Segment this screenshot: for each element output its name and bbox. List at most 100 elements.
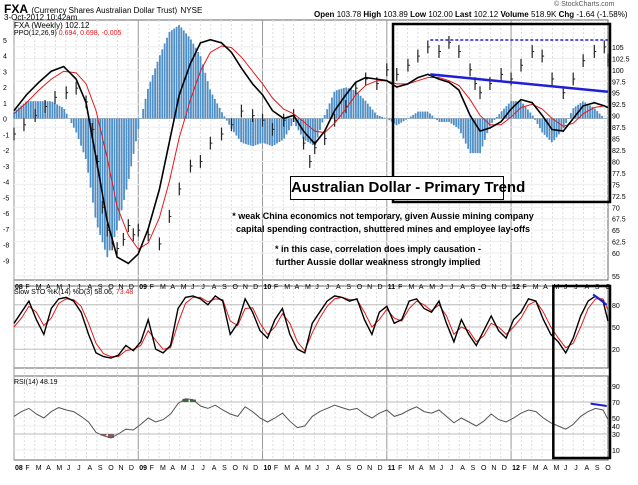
ppo-histogram-bar (28, 101, 30, 118)
x-tick-label-top: J (201, 284, 205, 291)
ppo-histogram-bar (63, 109, 65, 118)
ppo-histogram-bar (83, 119, 85, 153)
ppo-histogram-bar (123, 119, 125, 200)
x-tick-label-bottom: 08 (15, 465, 23, 472)
note1-line1: * weak China economics not temporary, gi… (218, 210, 548, 223)
ppo-histogram-bar (209, 89, 211, 118)
ppo-histogram-bar (501, 111, 503, 118)
ppo-histogram-bar (255, 119, 257, 146)
ppo-histogram-bar (104, 119, 106, 250)
ppo-histogram-bar (439, 119, 441, 122)
ppo-tick-label: -8 (3, 243, 9, 250)
last-label: Last (455, 10, 471, 19)
x-tick-label-bottom: J (77, 465, 81, 472)
ppo-histogram-bar (376, 115, 378, 118)
ppo-histogram-bar (286, 119, 288, 135)
ppo-histogram-bar (336, 90, 338, 118)
ppo-histogram-bar (51, 102, 53, 119)
rsi-tick-label: 40 (612, 424, 620, 431)
x-tick-label-bottom: M (429, 465, 435, 472)
x-tick-label-bottom: J (315, 465, 319, 472)
ppo-histogram-bar (259, 119, 261, 144)
ppo-histogram-bar (422, 112, 424, 119)
ppo-histogram-bar (80, 119, 82, 146)
note2-line2: further Aussie dollar weakness strongly … (228, 256, 528, 269)
x-tick-label-top: M (553, 284, 559, 291)
note2-line1: * in this case, correlation does imply c… (228, 243, 528, 256)
ppo-histogram-bar (307, 119, 309, 143)
ppo-histogram-bar (403, 119, 405, 122)
price-tick-label: 62.5 (612, 240, 626, 247)
price-tick-label: 105 (612, 45, 624, 52)
price-tick-label: 100 (612, 68, 624, 75)
ppo-histogram-bar (467, 119, 469, 149)
x-tick-label-bottom: A (543, 465, 548, 472)
ppo-tick-label: -3 (3, 164, 9, 171)
x-tick-label-bottom: F (150, 465, 154, 472)
ppo-histogram-bar (116, 119, 118, 231)
sto-legend: Slow STO %K(14) %D(3) 58.06, 73.48 (14, 289, 133, 296)
ppo-histogram-bar (39, 101, 41, 118)
rsi-legend: RSI(14) 48.19 (14, 379, 58, 386)
x-tick-label-bottom: F (398, 465, 402, 472)
ppo-histogram-bar (541, 119, 543, 133)
x-tick-label-bottom: M (36, 465, 42, 472)
low-label: Low (410, 10, 426, 19)
ppo-histogram-bar (223, 116, 225, 118)
x-tick-label-bottom: A (212, 465, 217, 472)
x-tick-label-bottom: N (119, 465, 124, 472)
ppo-histogram-bar (372, 110, 374, 119)
ppo-histogram-bar (582, 101, 584, 118)
ppo-histogram-bar (415, 113, 417, 118)
ppo-histogram-bar (529, 113, 531, 119)
x-tick-label-bottom: J (440, 465, 444, 472)
x-tick-label-bottom: O (605, 465, 611, 472)
ppo-histogram-bar (197, 52, 199, 119)
x-tick-label-bottom: S (98, 465, 103, 472)
price-tick-label: 85 (612, 137, 620, 144)
ppo-histogram-bar (37, 101, 39, 118)
x-tick-label-top: A (295, 284, 300, 291)
ppo-histogram-bar (321, 119, 323, 123)
ppo-histogram-bar (360, 96, 362, 119)
ppo-histogram-bar (178, 25, 180, 118)
ppo-histogram-bar (601, 116, 603, 118)
chg-value: -1.64 (-1.58%) (576, 10, 627, 19)
x-tick-label-bottom: D (502, 465, 507, 472)
x-tick-label-top: M (181, 284, 187, 291)
ppo-tick-label: 1 (3, 101, 7, 108)
ppo-histogram-bar (94, 119, 96, 218)
ppo-histogram-bar (451, 119, 453, 124)
ppo-histogram-bar (61, 107, 63, 118)
ppo-histogram-bar (207, 81, 209, 118)
ppo-histogram-bar (56, 104, 58, 118)
x-tick-label-bottom: M (533, 465, 539, 472)
ppo-histogram-bar (142, 109, 144, 119)
ppo-histogram-bar (118, 119, 120, 221)
ppo-tick-label: -7 (3, 227, 9, 234)
ppo-histogram-bar (59, 106, 61, 119)
x-tick-label-bottom: J (201, 465, 205, 472)
price-tick-label: 80 (612, 159, 620, 166)
ppo-histogram-bar (384, 118, 386, 119)
price-legend: FXA (Weekly) 102.12 (14, 21, 89, 30)
x-tick-label-bottom: N (243, 465, 248, 472)
ppo-histogram-bar (522, 104, 524, 119)
ppo-histogram-bar (221, 112, 223, 118)
ppo-histogram-bar (305, 119, 307, 141)
x-tick-label-bottom: 11 (388, 465, 396, 472)
x-tick-label-top: J (564, 284, 568, 291)
ppo-histogram-bar (145, 99, 147, 119)
x-tick-label-top: M (533, 284, 539, 291)
ppo-histogram-bar (520, 101, 522, 118)
x-tick-label-bottom: M (409, 465, 415, 472)
x-tick-label-bottom: S (346, 465, 351, 472)
rsi-tick-label: 50 (612, 416, 620, 423)
ppo-histogram-bar (369, 107, 371, 119)
ppo-histogram-bar (477, 119, 479, 154)
open-value: 103.78 (337, 10, 361, 19)
ppo-histogram-bar (252, 119, 254, 147)
ppo-histogram-bar (367, 104, 369, 119)
ppo-histogram-bar (147, 89, 149, 119)
price-tick-label: 55 (612, 274, 620, 281)
